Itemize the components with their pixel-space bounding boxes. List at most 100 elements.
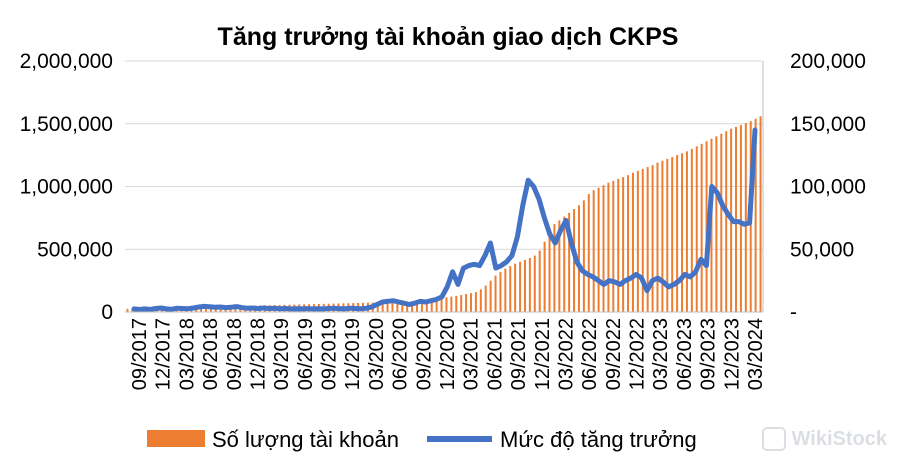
bar	[563, 216, 566, 312]
bar	[386, 302, 389, 312]
x-tick-label: 09/2022	[603, 318, 625, 390]
x-tick-label: 06/2023	[674, 318, 696, 390]
x-tick-label: 03/2023	[650, 318, 672, 390]
bar	[416, 300, 419, 312]
bar	[592, 190, 595, 312]
x-tick-label: 03/2019	[271, 318, 293, 390]
bar	[528, 258, 531, 312]
bar	[204, 306, 207, 312]
bar	[479, 289, 482, 312]
bar	[420, 300, 423, 312]
bar	[460, 295, 463, 312]
axes	[125, 61, 764, 313]
y-axis-left-ticks: 0 500,000 1,000,000 1,500,000 2,000,000	[20, 50, 113, 324]
legend: Số lượng tài khoản Mức độ tăng trưởng	[147, 427, 697, 452]
bar	[739, 125, 742, 312]
watermark-text: WikiStock	[791, 427, 887, 450]
bar	[641, 168, 644, 312]
y-left-tick-label: 2,000,000	[20, 50, 113, 73]
y-right-tick-label: 50,000	[790, 238, 854, 261]
x-tick-label: 06/2019	[295, 318, 317, 390]
x-tick-label: 09/2020	[413, 318, 435, 390]
bar	[396, 301, 399, 312]
x-tick-label: 09/2019	[319, 318, 341, 390]
bar	[631, 172, 634, 312]
x-tick-label: 09/2023	[698, 318, 720, 390]
bar	[597, 187, 600, 312]
growth-line	[131, 127, 758, 312]
y-right-tick-label: -	[790, 301, 797, 324]
bar	[474, 292, 477, 312]
bar	[200, 306, 203, 312]
bar	[543, 241, 546, 312]
y-right-tick-label: 200,000	[790, 50, 866, 73]
y-right-tick-label: 150,000	[790, 113, 866, 136]
x-tick-label: 06/2020	[390, 318, 412, 390]
bar	[646, 167, 649, 312]
bar	[445, 297, 448, 312]
y-left-tick-label: 1,500,000	[20, 113, 113, 136]
bar	[715, 136, 718, 312]
chart-title: Tăng trưởng tài khoản giao dịch CKPS	[218, 23, 679, 51]
x-tick-label: 09/2018	[224, 318, 246, 390]
bar	[494, 275, 497, 312]
bar	[690, 148, 693, 312]
bar	[435, 298, 438, 312]
x-tick-label: 12/2020	[437, 318, 459, 390]
x-axis-ticks: 09/2017 12/2017 03/2018 06/2018 09/2018 12/20…	[129, 318, 767, 390]
x-tick-label: 03/2018	[176, 318, 198, 390]
bar	[126, 308, 129, 312]
bar	[533, 255, 536, 312]
bar	[504, 268, 507, 312]
x-tick-label: 03/2022	[556, 318, 578, 390]
x-tick-label: 06/2021	[484, 318, 506, 390]
bar	[523, 259, 526, 312]
bar	[695, 146, 698, 312]
bar	[656, 162, 659, 312]
bar	[411, 301, 414, 312]
bar	[381, 302, 384, 312]
bar	[465, 294, 468, 312]
x-tick-label: 12/2023	[721, 318, 743, 390]
bar	[582, 200, 585, 312]
bar	[469, 293, 472, 312]
bar	[671, 157, 674, 312]
bar	[607, 182, 610, 312]
x-tick-label: 06/2018	[200, 318, 222, 390]
bar	[514, 263, 517, 312]
bar	[538, 250, 541, 312]
x-tick-label: 12/2022	[627, 318, 649, 390]
bar	[553, 224, 556, 312]
x-tick-label: 12/2017	[153, 318, 175, 390]
bar	[627, 175, 630, 312]
x-tick-label: 12/2021	[532, 318, 554, 390]
bar	[499, 271, 502, 312]
y-axis-right-ticks: - 50,000 100,000 150,000 200,000	[790, 50, 866, 324]
legend-swatch-accounts	[147, 430, 205, 447]
bar	[685, 151, 688, 312]
bar	[651, 165, 654, 312]
x-tick-label: 06/2022	[579, 318, 601, 390]
bar	[587, 194, 590, 312]
bar	[209, 306, 212, 312]
bar	[666, 158, 669, 312]
line-series-growth	[131, 127, 758, 312]
bar	[489, 280, 492, 312]
bar	[455, 295, 458, 312]
bar	[612, 180, 615, 312]
bar	[676, 155, 679, 312]
x-tick-label: 09/2021	[508, 318, 530, 390]
x-tick-label: 03/2024	[745, 318, 767, 390]
legend-label-growth: Mức độ tăng trưởng	[500, 427, 697, 452]
bar	[759, 116, 762, 312]
y-left-tick-label: 500,000	[37, 238, 113, 261]
bar	[617, 178, 620, 312]
bar	[700, 143, 703, 312]
bar	[622, 177, 625, 312]
bar	[681, 153, 684, 312]
x-tick-label: 12/2019	[342, 318, 364, 390]
bar	[440, 297, 443, 312]
y-left-tick-label: 0	[101, 301, 113, 324]
bar	[450, 296, 453, 312]
